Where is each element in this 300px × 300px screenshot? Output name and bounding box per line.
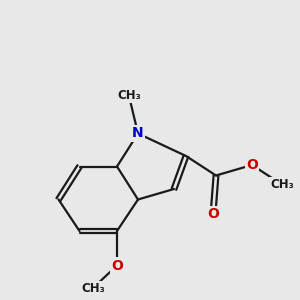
Text: O: O <box>246 158 258 172</box>
Text: CH₃: CH₃ <box>117 89 141 103</box>
Text: CH₃: CH₃ <box>270 178 294 191</box>
Text: CH₃: CH₃ <box>81 281 105 295</box>
Text: N: N <box>132 127 144 140</box>
Text: O: O <box>111 259 123 272</box>
Text: O: O <box>207 208 219 221</box>
